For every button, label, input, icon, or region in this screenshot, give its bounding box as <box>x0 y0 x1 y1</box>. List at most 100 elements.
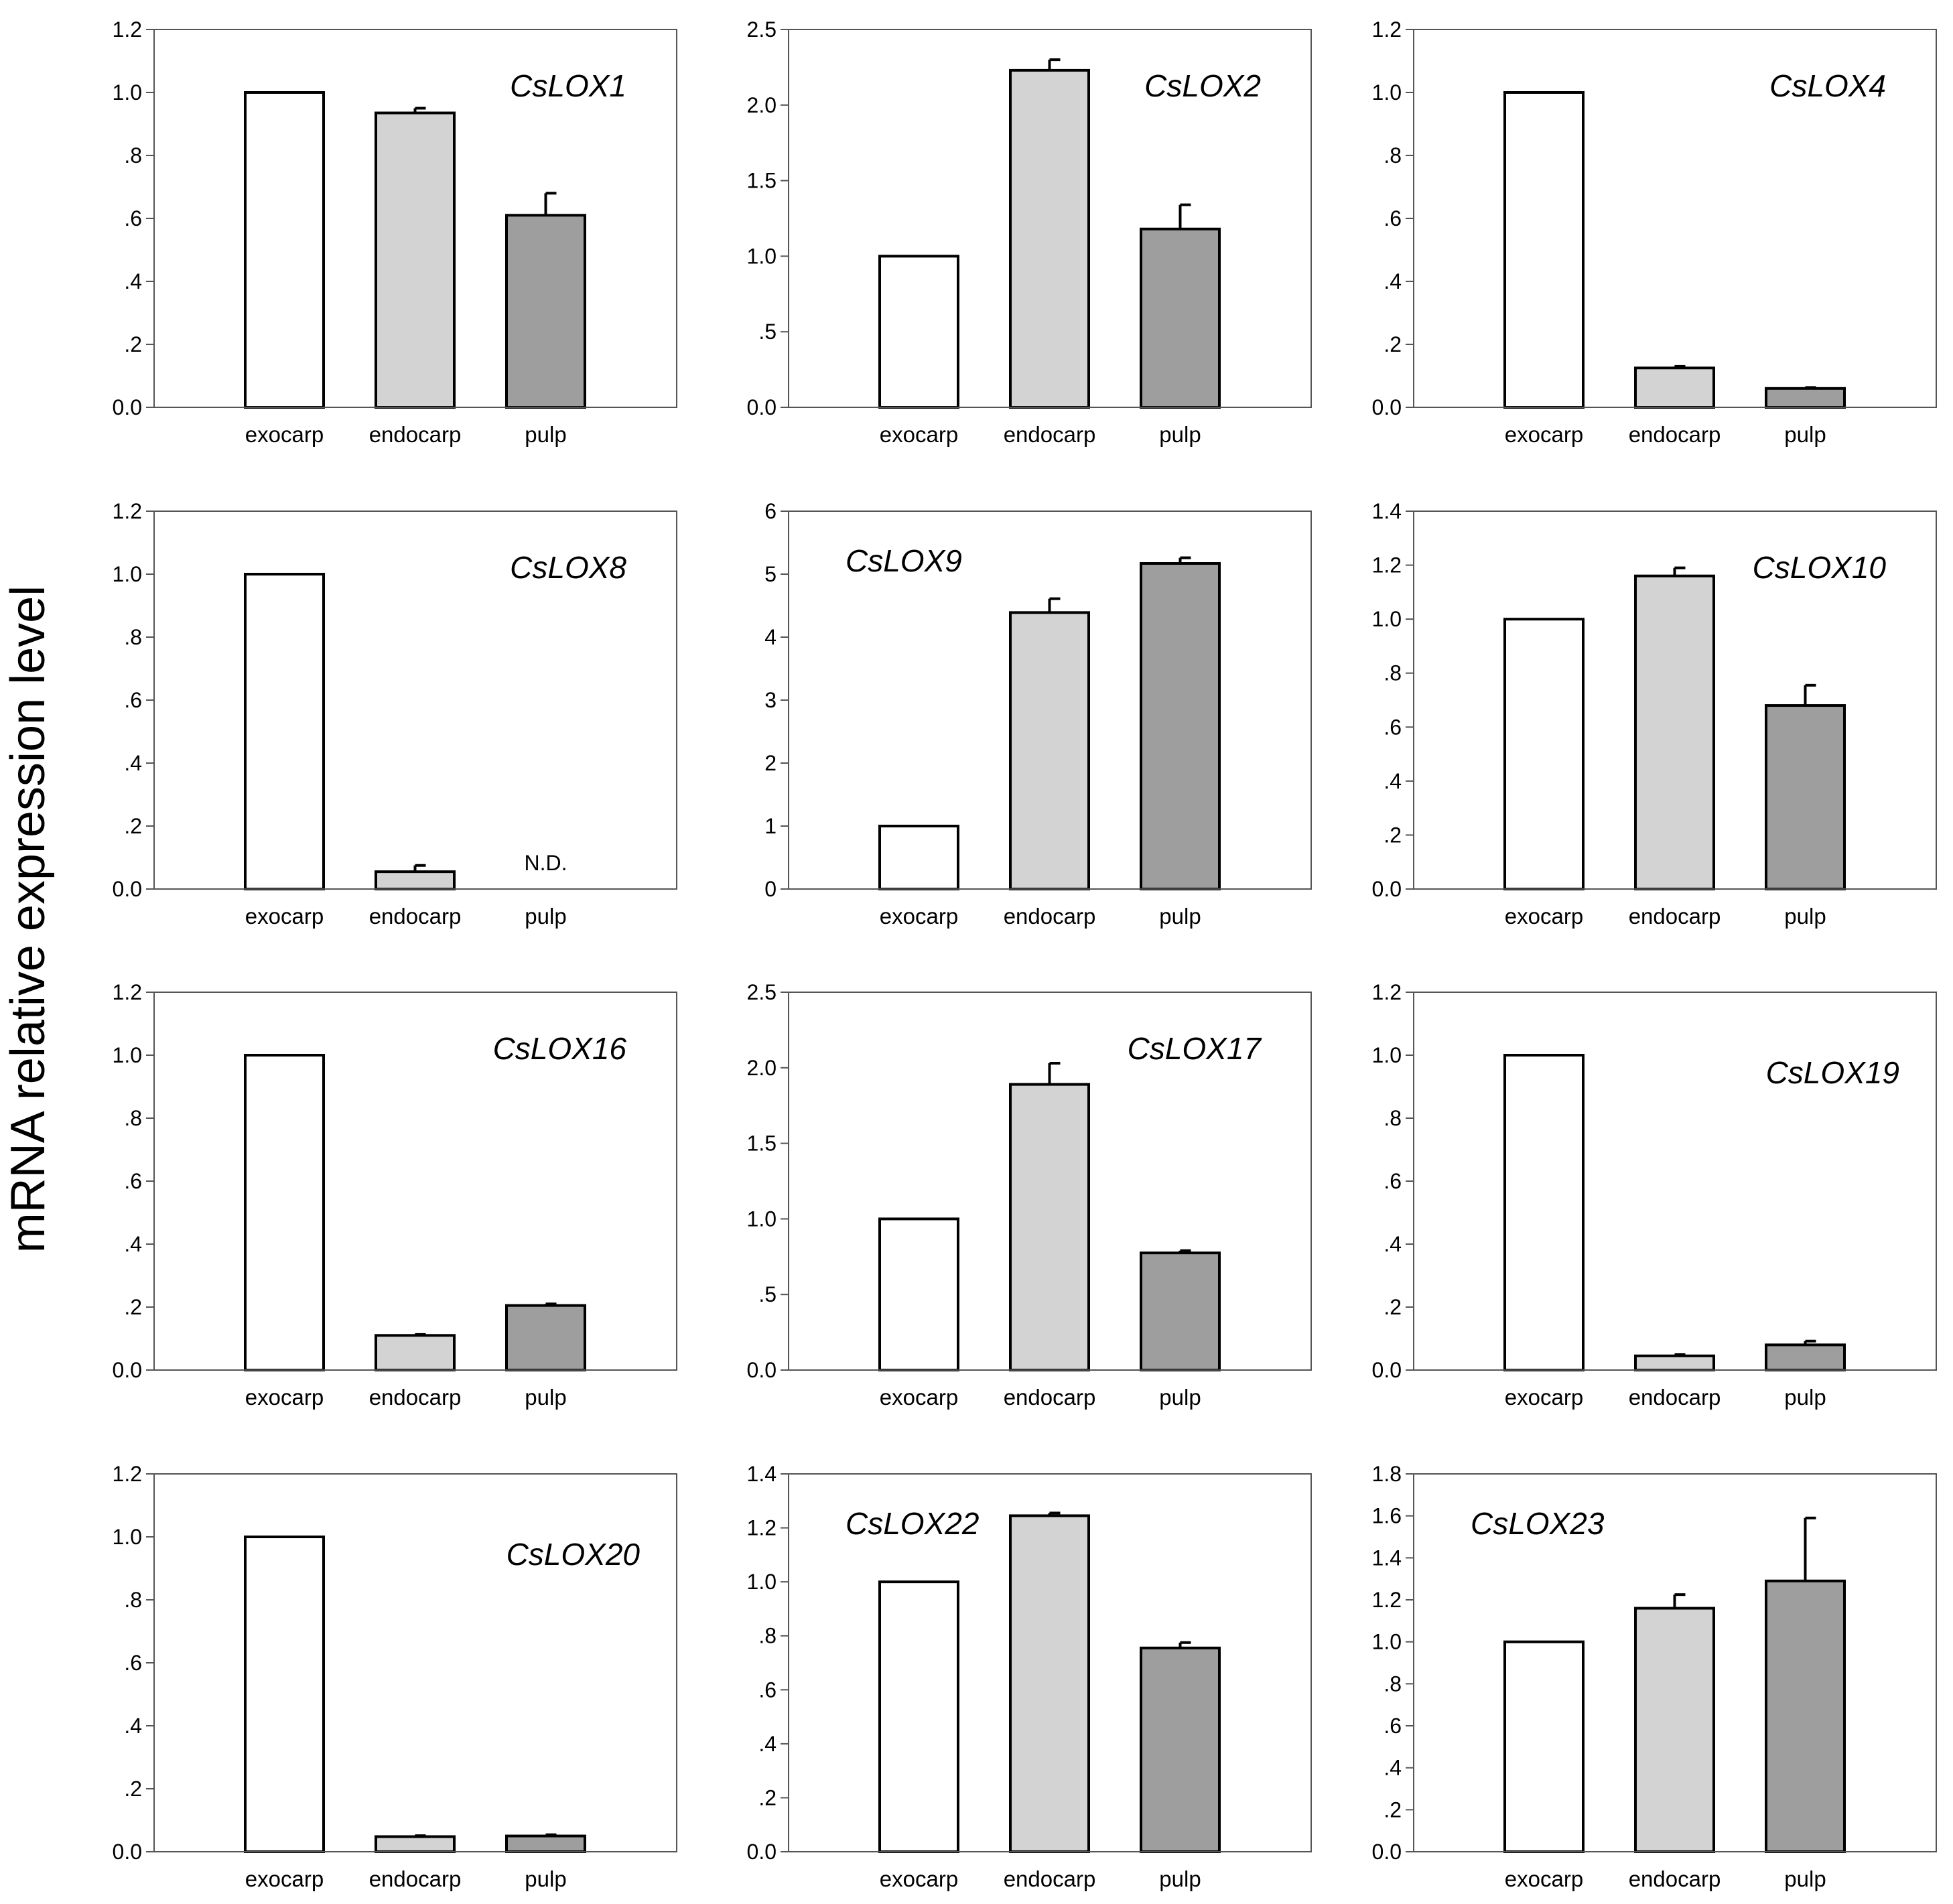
panel-title: CsLOX9 <box>846 543 962 578</box>
panel-title: CsLOX17 <box>1128 1031 1262 1066</box>
y-tick-label: 1.2 <box>1372 1588 1402 1612</box>
plot-frame <box>1413 1473 1937 1852</box>
bar-pulp <box>1140 227 1221 409</box>
bar-endocarp <box>1634 574 1715 891</box>
y-tick-label: 0.0 <box>113 1358 142 1382</box>
y-tick-label: .4 <box>1384 769 1402 793</box>
y-tick-label: 1.0 <box>1372 607 1402 631</box>
x-tick-label-endocarp: endocarp <box>1629 422 1721 447</box>
panel-title: CsLOX8 <box>510 550 626 585</box>
plot-frame <box>153 1473 677 1852</box>
y-tick-label: .6 <box>1384 1169 1402 1193</box>
x-tick-label-exocarp: exocarp <box>245 422 324 447</box>
y-tick-label: .4 <box>1384 1232 1402 1256</box>
y-tick-label: 0.0 <box>113 877 142 901</box>
x-tick-label-endocarp: endocarp <box>1004 1866 1096 1891</box>
panel-title: CsLOX10 <box>1753 550 1887 585</box>
x-tick-label-pulp: pulp <box>1784 1385 1826 1410</box>
y-tick-label: 1.2 <box>113 499 142 523</box>
x-tick-label-exocarp: exocarp <box>880 422 958 447</box>
x-tick-label-endocarp: endocarp <box>1629 1385 1721 1410</box>
panel-title: CsLOX1 <box>510 68 626 103</box>
panel-cslox8: N.D. 0.0 .2 .4 .6 .8 1.0 1.2 exocarp endocarp pulp… <box>113 499 677 929</box>
bar-endocarp <box>1009 611 1090 891</box>
panel-title: CsLOX20 <box>507 1537 641 1572</box>
y-tick-label: .8 <box>1384 1672 1402 1696</box>
panel-cslox9: 0 1 2 3 4 5 6 exocarp endocarp pulp CsLOX9 <box>764 499 1312 929</box>
y-tick-label: .8 <box>124 625 142 649</box>
bar-endocarp <box>375 1334 456 1372</box>
x-tick-label-exocarp: exocarp <box>1505 1385 1583 1410</box>
y-tick-label: .8 <box>1384 143 1402 167</box>
panel-cslox20: 0.0 .2 .4 .6 .8 1.0 1.2 exocarp endocarp pulp CsLO… <box>113 1462 677 1891</box>
bar-exocarp <box>878 825 959 890</box>
x-tick-label-endocarp: endocarp <box>369 422 462 447</box>
y-tick-label: 1.0 <box>1372 1043 1402 1067</box>
y-tick-label: .2 <box>124 1295 142 1319</box>
y-tick-label: .8 <box>124 1106 142 1130</box>
y-tick-label: 1 <box>764 814 777 838</box>
y-tick-label: .8 <box>1384 661 1402 685</box>
panel-title: CsLOX2 <box>1144 68 1261 103</box>
bar-pulp <box>1765 1343 1846 1372</box>
x-tick-label-endocarp: endocarp <box>1004 1385 1096 1410</box>
y-tick-label: 4 <box>764 625 777 649</box>
x-tick-label-exocarp: exocarp <box>1505 422 1583 447</box>
y-tick-label: 0.0 <box>747 1840 777 1864</box>
panel-title: CsLOX22 <box>846 1506 979 1541</box>
y-tick-label: .4 <box>124 751 142 775</box>
y-tick-label: 2.0 <box>747 93 777 117</box>
plot-frame <box>788 1473 1312 1852</box>
x-tick-label-endocarp: endocarp <box>1629 904 1721 929</box>
x-tick-label-pulp: pulp <box>525 904 566 929</box>
y-tick-label: 3 <box>764 688 777 712</box>
y-tick-label: .4 <box>124 1714 142 1738</box>
bar-pulp <box>1765 387 1846 409</box>
y-tick-label: .8 <box>758 1624 777 1648</box>
y-tick-label: 1.4 <box>1372 1546 1402 1570</box>
bar-endocarp <box>1634 1354 1715 1371</box>
y-tick-label: 2.5 <box>747 17 777 42</box>
y-tick-label: .6 <box>1384 715 1402 739</box>
x-tick-label-exocarp: exocarp <box>1505 1866 1583 1891</box>
bar-exocarp <box>1503 1054 1585 1371</box>
y-tick-label: 1.2 <box>113 980 142 1004</box>
y-tick-label: .6 <box>124 206 142 230</box>
panel-cslox2: 0.0 .5 1.0 1.5 2.0 2.5 exocarp endocarp pulp CsLO… <box>747 17 1312 447</box>
y-tick-label: 1.0 <box>1372 1630 1402 1654</box>
bar-exocarp <box>244 91 325 409</box>
bar-pulp <box>1140 562 1221 891</box>
y-tick-label: 1.5 <box>747 1132 777 1156</box>
bar-endocarp <box>1009 1514 1090 1853</box>
y-tick-label: 1.4 <box>1372 499 1402 523</box>
y-tick-label: 1.2 <box>747 1516 777 1540</box>
y-tick-label: 0.0 <box>1372 877 1402 901</box>
y-tick-label: .6 <box>1384 206 1402 230</box>
bar-pulp <box>1140 1251 1221 1372</box>
x-tick-label-pulp: pulp <box>525 422 566 447</box>
y-tick-label: 1.2 <box>1372 17 1402 42</box>
y-tick-label: .8 <box>124 143 142 167</box>
bar-exocarp <box>878 1217 959 1372</box>
x-tick-label-pulp: pulp <box>525 1385 566 1410</box>
y-tick-label: .4 <box>758 1732 777 1756</box>
panel-title: CsLOX16 <box>493 1031 627 1066</box>
y-tick-label: .2 <box>124 814 142 838</box>
y-tick-label: .4 <box>124 269 142 293</box>
y-tick-label: .6 <box>124 1651 142 1675</box>
plot-frame <box>1413 511 1937 890</box>
x-tick-label-pulp: pulp <box>1784 904 1826 929</box>
bar-pulp <box>1140 1646 1221 1853</box>
panel-cslox4: 0.0 .2 .4 .6 .8 1.0 1.2 exocarp endocarp pulp CsLO… <box>1372 17 1937 447</box>
x-tick-label-endocarp: endocarp <box>369 1866 462 1891</box>
x-tick-label-exocarp: exocarp <box>880 1385 958 1410</box>
x-tick-label-endocarp: endocarp <box>1004 904 1096 929</box>
y-tick-label: 0.0 <box>1372 1840 1402 1864</box>
y-tick-label: 0 <box>764 877 777 901</box>
panel-cslox16: 0.0 .2 .4 .6 .8 1.0 1.2 exocarp endocarp pulp CsLO… <box>113 980 677 1410</box>
y-tick-label: 1.0 <box>1372 80 1402 105</box>
y-tick-label: 1.0 <box>113 1525 142 1549</box>
